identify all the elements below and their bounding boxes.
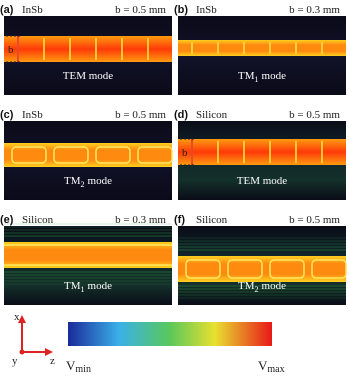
x-arrowhead xyxy=(18,315,26,323)
panel: (d) Silicon b = 0.5 mm TEM mode b xyxy=(174,109,346,200)
material: InSb xyxy=(196,4,217,16)
panel-label: (e) xyxy=(0,214,14,226)
field-loop xyxy=(137,146,173,164)
y-dot xyxy=(19,349,25,355)
mode-suffix: mode xyxy=(262,70,287,82)
mode-label: TM2 mode xyxy=(64,175,112,189)
field-loop xyxy=(311,259,347,279)
panel-label: (d) xyxy=(174,109,188,121)
panels: (a) InSb b = 0.5 mm TEM mode b (b) InSb b = 0.3… xyxy=(0,4,347,305)
mode-sub: 2 xyxy=(255,285,259,294)
panel: (c) InSb b = 0.5 mm TM2 mode xyxy=(0,109,173,200)
mode: TM xyxy=(64,175,81,187)
colorbar-max: Vmax xyxy=(258,358,285,375)
mode: TEM mode xyxy=(237,175,288,187)
field-band xyxy=(4,36,172,62)
mode: TM xyxy=(238,70,255,82)
mode-label: TEM mode xyxy=(237,175,288,187)
mode-label: TM2 mode xyxy=(238,280,286,294)
material: Silicon xyxy=(196,109,228,121)
panel-label: (b) xyxy=(174,4,188,16)
mode-label: TM1 mode xyxy=(64,280,112,294)
b-value: b = 0.5 mm xyxy=(115,4,166,16)
x-label: x xyxy=(14,311,20,323)
z-arrowhead xyxy=(45,348,53,356)
field-loop xyxy=(185,259,221,279)
b-value: b = 0.5 mm xyxy=(289,214,340,226)
mode-sub: 1 xyxy=(81,285,85,294)
panel-label: (c) xyxy=(0,109,14,121)
b-value: b = 0.3 mm xyxy=(289,4,340,16)
b-marker: b xyxy=(182,147,188,159)
field-band xyxy=(178,139,346,165)
material: InSb xyxy=(22,4,43,16)
material: InSb xyxy=(22,109,43,121)
field-loop xyxy=(53,146,89,164)
mode: TEM mode xyxy=(63,70,114,82)
z-label: z xyxy=(50,355,55,367)
colorbar-min: Vmin xyxy=(66,358,91,375)
axes-icon: x y z xyxy=(12,311,55,367)
mode-sub: 1 xyxy=(255,75,259,84)
panel: (b) InSb b = 0.3 mm TM1 mode xyxy=(174,4,346,95)
mode-suffix: mode xyxy=(262,280,287,292)
mode: TM xyxy=(238,280,255,292)
y-label: y xyxy=(12,355,18,367)
panel: (a) InSb b = 0.5 mm TEM mode b xyxy=(0,4,172,95)
b-value: b = 0.3 mm xyxy=(115,214,166,226)
mode-sub: 2 xyxy=(81,180,85,189)
field-loop xyxy=(269,259,305,279)
colorbar xyxy=(68,322,272,346)
field-band xyxy=(178,40,346,56)
field-loop xyxy=(11,146,47,164)
b-marker: b xyxy=(8,44,14,56)
panel: (f) Silicon b = 0.5 mm TM2 mode xyxy=(174,214,347,305)
field-band xyxy=(4,242,172,268)
field-loop xyxy=(95,146,131,164)
field-loop xyxy=(227,259,263,279)
mode-label: TM1 mode xyxy=(238,70,286,84)
mode: TM xyxy=(64,280,81,292)
mode-label: TEM mode xyxy=(63,70,114,82)
panel: (e) Silicon b = 0.3 mm TM1 mode xyxy=(0,214,172,305)
b-value: b = 0.5 mm xyxy=(115,109,166,121)
panel-label: (f) xyxy=(174,214,185,226)
mode-suffix: mode xyxy=(88,280,113,292)
material: Silicon xyxy=(22,214,54,226)
b-value: b = 0.5 mm xyxy=(289,109,340,121)
panel-label: (a) xyxy=(0,4,14,16)
mode-suffix: mode xyxy=(88,175,113,187)
material: Silicon xyxy=(196,214,228,226)
